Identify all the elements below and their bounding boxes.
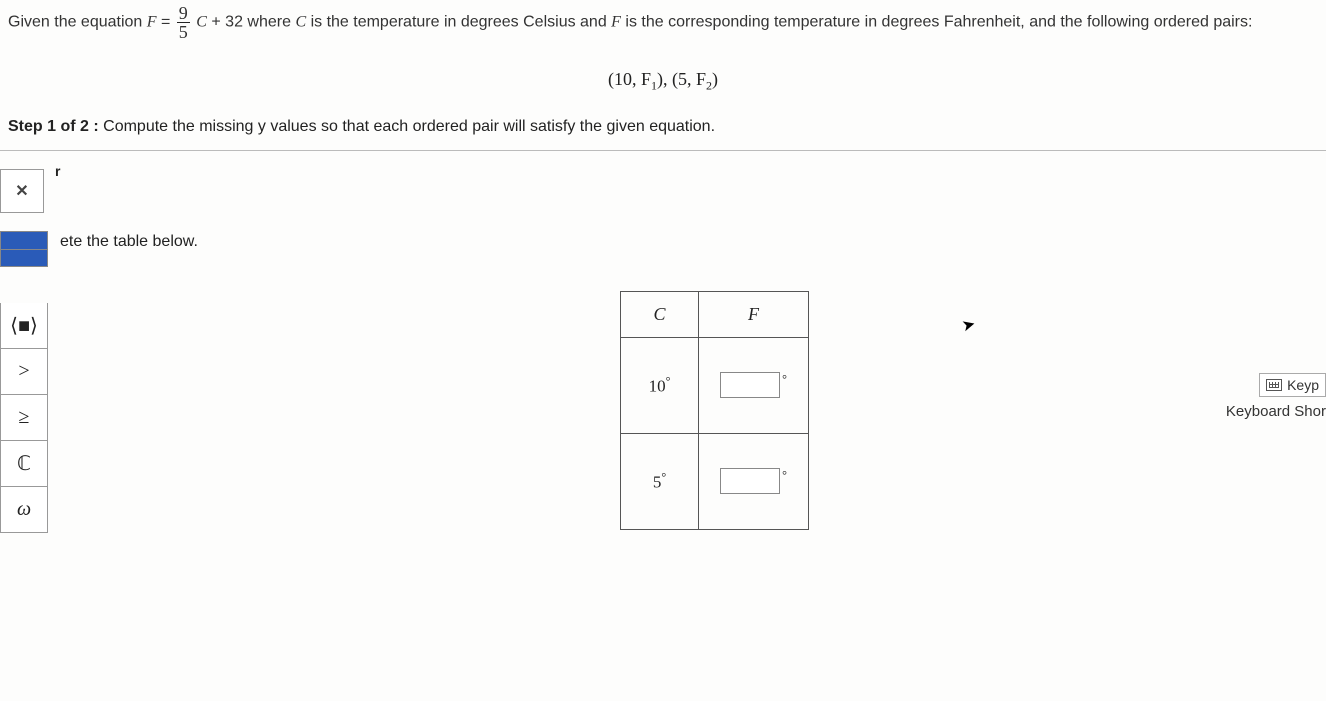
frac-num: 9 [177, 4, 190, 23]
eq-eq: = [161, 14, 175, 31]
keyboard-icon [1266, 379, 1282, 391]
input-f1[interactable] [720, 372, 780, 398]
step-label: Step 1 of 2 : [8, 118, 99, 135]
close-icon: ✕ [15, 181, 28, 201]
r-label: r [55, 163, 60, 179]
tool-gte[interactable]: ≥ [0, 395, 48, 441]
q-suffix: is the corresponding temperature in degr… [625, 14, 1252, 31]
swatch-2[interactable] [0, 249, 48, 267]
eq-lhs: F [147, 14, 157, 31]
keypad-area: Keyp Keyboard Shor [1226, 373, 1326, 420]
var-c: C [295, 14, 306, 31]
tool-omega[interactable]: ω [0, 487, 48, 533]
table-row: 10° ° [621, 337, 809, 433]
input-f2[interactable] [720, 468, 780, 494]
tool-brackets[interactable]: ⟨■⟩ [0, 303, 48, 349]
keypad-label: Keyp [1287, 377, 1319, 393]
var-f: F [611, 14, 621, 31]
q-mid2: is the temperature in degrees Celsius an… [311, 14, 612, 31]
answer-area: ✕ r ⟨■⟩ > ≥ ℂ ω ete the table below. C F… [0, 151, 1326, 169]
close-button[interactable]: ✕ [0, 169, 44, 213]
question-area: Given the equation F = 9 5 C + 32 where … [0, 0, 1326, 94]
keypad-button[interactable]: Keyp [1259, 373, 1326, 397]
cell-f-2: ° [699, 433, 809, 529]
step-row: Step 1 of 2 : Compute the missing y valu… [0, 118, 1326, 150]
cell-c-2: 5° [621, 433, 699, 529]
cell-f-1: ° [699, 337, 809, 433]
table-row: 5° ° [621, 433, 809, 529]
cell-c-1: 10° [621, 337, 699, 433]
step-text: Compute the missing y values so that eac… [103, 118, 715, 135]
question-text: Given the equation F = 9 5 C + 32 where … [8, 4, 1318, 41]
tool-gt[interactable]: > [0, 349, 48, 395]
eq-plus: + 32 where [211, 14, 295, 31]
ordered-pairs: (10, F1), (5, F2) [8, 69, 1318, 94]
eq-mid-c: C [196, 14, 207, 31]
swatch-1[interactable] [0, 231, 48, 249]
th-f: F [699, 291, 809, 337]
tool-sidebar: ⟨■⟩ > ≥ ℂ ω [0, 231, 48, 533]
keyboard-shortcut-label: Keyboard Shor [1226, 403, 1326, 420]
fraction: 9 5 [177, 4, 190, 41]
complete-label: ete the table below. [60, 233, 198, 251]
tool-complex[interactable]: ℂ [0, 441, 48, 487]
th-c: C [621, 291, 699, 337]
cursor-icon: ➤ [960, 313, 978, 336]
q-prefix: Given the equation [8, 14, 147, 31]
data-table: C F 10° ° 5° ° [620, 291, 809, 530]
frac-den: 5 [177, 23, 190, 41]
